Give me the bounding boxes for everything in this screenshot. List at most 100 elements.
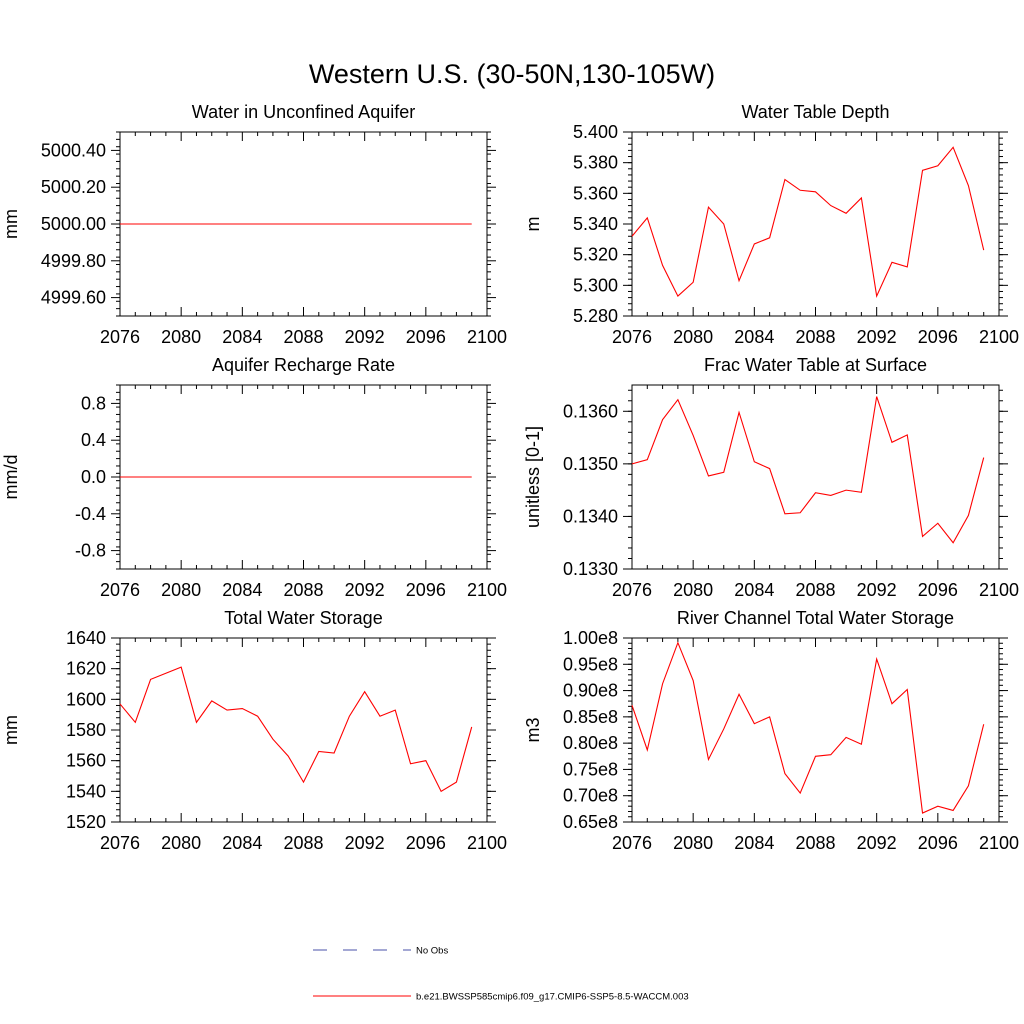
y-tick-label: 5000.00 bbox=[41, 214, 106, 234]
x-tick-label: 2084 bbox=[734, 327, 774, 347]
x-tick-label: 2084 bbox=[222, 833, 262, 853]
x-tick-label: 2092 bbox=[345, 580, 385, 600]
panel-title: Water in Unconfined Aquifer bbox=[192, 102, 415, 122]
y-tick-label: 0.1350 bbox=[563, 454, 618, 474]
y-tick-label: -0.8 bbox=[75, 541, 106, 561]
y-tick-label: 1560 bbox=[66, 751, 106, 771]
y-tick-label: 0.0 bbox=[81, 467, 106, 487]
x-tick-label: 2092 bbox=[345, 327, 385, 347]
plot-frame bbox=[119, 637, 488, 823]
y-tick-label: 1540 bbox=[66, 781, 106, 801]
panel-title: Aquifer Recharge Rate bbox=[212, 355, 395, 375]
x-tick-label: 2076 bbox=[100, 833, 140, 853]
x-tick-label: 2080 bbox=[161, 833, 201, 853]
y-tick-label: 1520 bbox=[66, 812, 106, 832]
x-tick-label: 2100 bbox=[467, 580, 507, 600]
series-line bbox=[631, 396, 985, 544]
plot-frame bbox=[631, 384, 1000, 570]
y-tick-label: -0.4 bbox=[75, 504, 106, 524]
panel-water-table-depth: Water Table Depth 2076 2080 2084 2088 2092 209… bbox=[523, 102, 1019, 347]
y-tick-label: 0.1360 bbox=[563, 401, 618, 421]
y-tick-label: 0.95e8 bbox=[563, 654, 618, 674]
y-tick-label: 1600 bbox=[66, 689, 106, 709]
panel-total-water-storage: Total Water Storage 2076 2080 2084 2088 2092 2… bbox=[1, 608, 507, 853]
y-tick-label: 5.320 bbox=[573, 245, 618, 265]
y-axis-label: mm bbox=[1, 715, 21, 745]
legend-label-model-run: b.e21.BWSSP585cmip6.f09_g17.CMIP6-SSP5-8… bbox=[416, 992, 689, 1003]
y-tick-label: 4999.60 bbox=[41, 288, 106, 308]
x-tick-label: 2088 bbox=[795, 327, 835, 347]
x-tick-label: 2084 bbox=[734, 833, 774, 853]
panels: Water in Unconfined Aquifer 2076 2080 2084 2… bbox=[1, 102, 1019, 853]
x-tick-label: 2096 bbox=[918, 580, 958, 600]
y-tick-label: 0.75e8 bbox=[563, 759, 618, 779]
y-tick-label: 0.80e8 bbox=[563, 733, 618, 753]
x-tick-label: 2100 bbox=[467, 327, 507, 347]
y-tick-label: 4999.80 bbox=[41, 251, 106, 271]
x-tick-label: 2088 bbox=[795, 833, 835, 853]
y-tick-label: 5000.20 bbox=[41, 177, 106, 197]
x-tick-label: 2096 bbox=[406, 580, 446, 600]
y-tick-label: 0.85e8 bbox=[563, 707, 618, 727]
panel-frac-water-table-at-surface: Frac Water Table at Surface 2076 2080 2084 2… bbox=[523, 355, 1019, 600]
x-tick-label: 2084 bbox=[734, 580, 774, 600]
x-tick-label: 2084 bbox=[222, 327, 262, 347]
y-tick-label: 5.380 bbox=[573, 153, 618, 173]
y-tick-label: 1.00e8 bbox=[563, 628, 618, 648]
y-tick-label: 5.280 bbox=[573, 306, 618, 326]
y-tick-label: 0.70e8 bbox=[563, 786, 618, 806]
series-line bbox=[631, 641, 985, 814]
x-tick-label: 2100 bbox=[979, 580, 1019, 600]
y-tick-label: 5.400 bbox=[573, 122, 618, 142]
legend: No Obs b.e21.BWSSP585cmip6.f09_g17.CMIP6… bbox=[313, 946, 689, 1003]
x-tick-label: 2076 bbox=[612, 327, 652, 347]
x-tick-label: 2088 bbox=[795, 580, 835, 600]
panel-title: Frac Water Table at Surface bbox=[704, 355, 927, 375]
x-tick-label: 2076 bbox=[100, 327, 140, 347]
y-axis-label: m3 bbox=[523, 717, 543, 742]
y-tick-label: 0.1340 bbox=[563, 506, 618, 526]
y-tick-label: 0.65e8 bbox=[563, 812, 618, 832]
panel-title: Total Water Storage bbox=[224, 608, 382, 628]
x-tick-label: 2096 bbox=[406, 327, 446, 347]
x-tick-label: 2084 bbox=[222, 580, 262, 600]
panel-title: River Channel Total Water Storage bbox=[677, 608, 954, 628]
panel-title: Water Table Depth bbox=[741, 102, 889, 122]
x-tick-label: 2088 bbox=[283, 327, 323, 347]
x-tick-label: 2092 bbox=[345, 833, 385, 853]
legend-label-no-obs: No Obs bbox=[416, 946, 448, 957]
y-tick-label: 1620 bbox=[66, 659, 106, 679]
x-tick-label: 2076 bbox=[612, 580, 652, 600]
figure-title: Western U.S. (30-50N,130-105W) bbox=[309, 59, 715, 89]
x-tick-label: 2092 bbox=[857, 327, 897, 347]
x-tick-label: 2100 bbox=[979, 327, 1019, 347]
y-tick-label: 0.90e8 bbox=[563, 681, 618, 701]
x-tick-label: 2080 bbox=[161, 580, 201, 600]
panel-water-in-unconfined-aquifer: Water in Unconfined Aquifer 2076 2080 2084 2… bbox=[1, 102, 507, 347]
x-tick-label: 2092 bbox=[857, 580, 897, 600]
x-tick-label: 2092 bbox=[857, 833, 897, 853]
x-tick-label: 2096 bbox=[406, 833, 446, 853]
x-tick-label: 2100 bbox=[979, 833, 1019, 853]
x-tick-label: 2080 bbox=[673, 580, 713, 600]
y-tick-label: 0.1330 bbox=[563, 559, 618, 579]
x-tick-label: 2080 bbox=[161, 327, 201, 347]
y-tick-label: 5.360 bbox=[573, 183, 618, 203]
panel-river-channel-total-water-storage: River Channel Total Water Storage 2076 208… bbox=[523, 608, 1019, 853]
x-tick-label: 2076 bbox=[100, 580, 140, 600]
y-tick-label: 1640 bbox=[66, 628, 106, 648]
x-tick-label: 2076 bbox=[612, 833, 652, 853]
x-tick-label: 2096 bbox=[918, 327, 958, 347]
series-line bbox=[631, 146, 985, 298]
y-axis-label: mm bbox=[1, 209, 21, 239]
x-tick-label: 2080 bbox=[673, 327, 713, 347]
y-tick-label: 0.8 bbox=[81, 393, 106, 413]
x-tick-label: 2088 bbox=[283, 833, 323, 853]
y-tick-label: 5.300 bbox=[573, 275, 618, 295]
panel-aquifer-recharge-rate: Aquifer Recharge Rate 2076 2080 2084 2088 209… bbox=[1, 355, 507, 600]
y-tick-label: 0.4 bbox=[81, 430, 106, 450]
x-tick-label: 2100 bbox=[467, 833, 507, 853]
y-tick-label: 1580 bbox=[66, 720, 106, 740]
y-axis-label: m bbox=[523, 217, 543, 232]
series-line bbox=[119, 666, 473, 793]
